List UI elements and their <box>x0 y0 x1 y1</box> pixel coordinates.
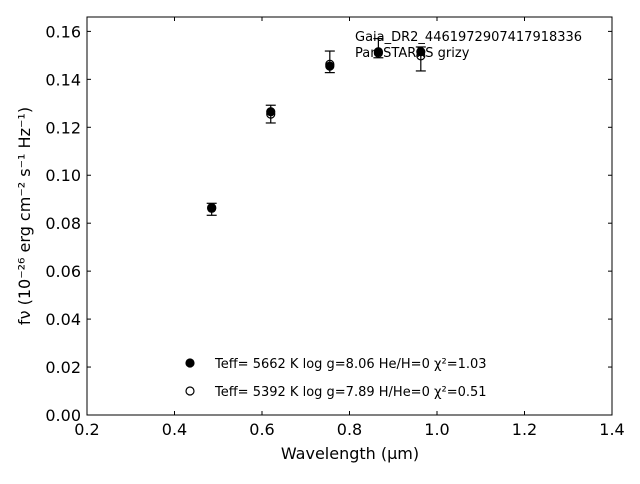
x-tick-label: 1.2 <box>512 420 537 439</box>
x-tick-label: 0.6 <box>249 420 274 439</box>
data-point-filled <box>266 107 276 117</box>
x-tick-label: 0.8 <box>337 420 362 439</box>
data-point-filled <box>325 61 335 71</box>
data-point-open <box>373 48 383 58</box>
y-tick-label: 0.04 <box>45 310 81 329</box>
x-axis-label: Wavelength (µm) <box>281 444 419 463</box>
legend: Teff= 5662 K log g=8.06 He/H=0 χ²=1.03 Te… <box>185 357 487 400</box>
y-tick-label: 0.08 <box>45 214 81 233</box>
annotation-survey: Pan-STARRS grizy <box>355 46 470 61</box>
y-tick-label: 0.06 <box>45 262 81 281</box>
legend-marker <box>185 358 195 368</box>
y-tick-label: 0.16 <box>45 22 81 41</box>
y-tick-label: 0.12 <box>45 118 81 137</box>
data-point-open <box>207 203 217 213</box>
x-tick-label: 0.2 <box>74 420 99 439</box>
legend-label: Teff= 5662 K log g=8.06 He/H=0 χ²=1.03 <box>214 357 487 372</box>
plot-frame <box>86 16 613 416</box>
x-tick-label: 1.4 <box>599 420 624 439</box>
y-tick-label: 0.00 <box>45 406 81 425</box>
data-point-open <box>325 59 335 69</box>
legend-marker <box>185 386 195 396</box>
y-tick-label: 0.02 <box>45 358 81 377</box>
data-point-open <box>266 109 276 119</box>
y-tick-label: 0.10 <box>45 166 81 185</box>
x-tick-label: 0.4 <box>162 420 187 439</box>
legend-label: Teff= 5392 K log g=7.89 H/He=0 χ²=0.51 <box>214 385 487 400</box>
y-tick-label: 0.14 <box>45 70 81 89</box>
annotation-source-id: Gaia_DR2_4461972907417918336 <box>355 30 582 45</box>
data-point-open <box>416 51 426 61</box>
y-axis-label: fν (10⁻²⁶ erg cm⁻² s⁻¹ Hz⁻¹) <box>15 107 34 325</box>
x-tick-label: 1.0 <box>424 420 449 439</box>
